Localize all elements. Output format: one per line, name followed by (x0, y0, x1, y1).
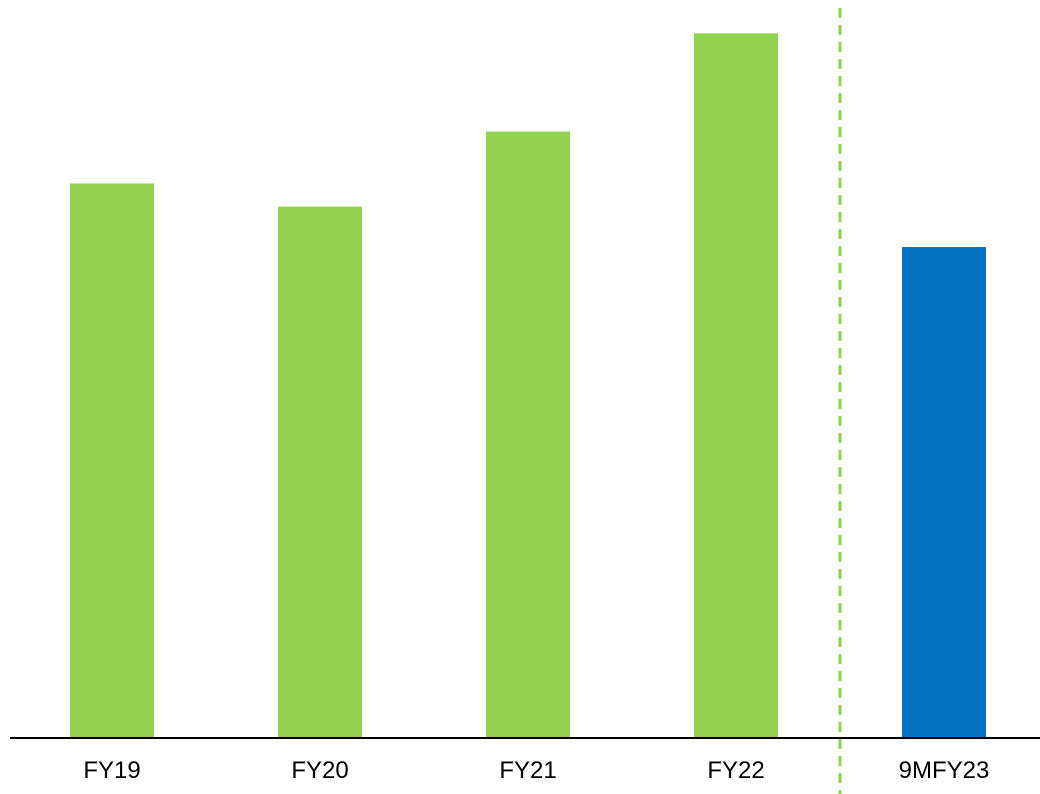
bar-9mfy23 (902, 247, 986, 739)
x-tick-labels: FY19 FY20 FY21 FY22 9MFY23 (83, 757, 989, 784)
bar-fy22 (694, 33, 778, 738)
x-tick-label-9mfy23: 9MFY23 (899, 757, 990, 784)
bar-fy20 (278, 206, 362, 738)
x-tick-label-fy20: FY20 (291, 757, 348, 784)
x-tick-label-fy19: FY19 (83, 757, 140, 784)
x-tick-label-fy22: FY22 (707, 757, 764, 784)
bar-fy21 (486, 131, 570, 738)
bar-fy19 (70, 183, 154, 738)
x-tick-label-fy21: FY21 (499, 757, 556, 784)
bars-group (70, 33, 986, 739)
